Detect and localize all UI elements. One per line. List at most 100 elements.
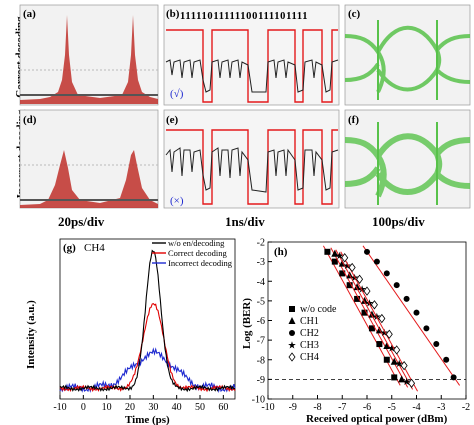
chart-h-point-0-0	[324, 248, 331, 255]
chart-h-point-1-7	[383, 342, 391, 350]
column-label-1: 20ps/div	[58, 214, 105, 229]
chart-g-xtick-7: 60	[218, 402, 228, 413]
chart-g-xticks: -10 0 10 20 30 40 50 60	[53, 395, 228, 413]
chart-h-grid: -10 -9 -8 -7 -6 -5 -4 -3 -2 -2 -3 -4 -5 -6 -7 -8 -9 -10	[252, 238, 471, 414]
chart-h-point-4-5	[378, 313, 386, 324]
chart-h-plot: ★★★★★★★★★★	[322, 245, 461, 392]
chart-h-point-0-4	[354, 295, 361, 302]
chart-h-point-3-1: ★	[343, 261, 352, 272]
chart-h-ytick-4: -6	[257, 316, 265, 327]
chart-h-ytick-8: -10	[252, 395, 265, 406]
chart-h-point-0-7	[376, 341, 383, 348]
chart-h: -10 -9 -8 -7 -6 -5 -4 -3 -2 -2 -3 -4 -5 -6 -7 -8 -9 -10 ★…	[241, 238, 471, 425]
chart-h-point-2-0	[364, 248, 370, 255]
chart-h-point-2-3	[393, 282, 400, 289]
chart-g-legend-label-0: w/o en/decoding	[168, 238, 225, 248]
chart-h-point-2-4	[403, 295, 410, 302]
chart-h-point-3-2: ★	[350, 273, 359, 284]
panel-f	[344, 109, 471, 209]
chart-g-xlabel: Time (ps)	[125, 414, 170, 425]
chart-h-point-2-8	[443, 356, 450, 363]
check-mark: (√)	[170, 88, 184, 100]
chart-h-point-1-0	[331, 249, 339, 257]
chart-g-legend-label-1: Correct decoding	[168, 248, 228, 258]
chart-h-point-4-9	[408, 378, 416, 388]
chart-h-legend-marker-3: ★	[288, 341, 297, 352]
chart-h-xtick-7: -3	[437, 402, 445, 413]
chart-g-xtick-0: -10	[53, 402, 66, 413]
chart-h-point-0-3	[346, 282, 353, 289]
panel-label-b: (b)	[166, 8, 180, 20]
chart-h-legend-marker-1	[288, 317, 296, 324]
chart-h-xtick-6: -4	[412, 402, 420, 413]
chart-h-point-2-5	[413, 309, 420, 316]
chart-h-point-0-6	[368, 325, 375, 332]
chart-h-ylabel: Log (BER)	[241, 298, 253, 349]
chart-h-point-4-7	[393, 345, 401, 355]
cross-mark: (×)	[170, 195, 184, 207]
chart-h-point-4-8	[400, 360, 408, 371]
chart-h-legend-marker-2	[289, 330, 295, 336]
waveform-e	[165, 147, 339, 193]
chart-h-point-4-6	[385, 329, 393, 339]
chart-h-point-3-7: ★	[387, 343, 396, 354]
red-trace-b	[166, 29, 338, 103]
panel-a	[19, 4, 159, 106]
chart-h-xtick-5: -5	[388, 402, 396, 413]
chart-g-plot	[59, 249, 236, 394]
chart-h-xtick-4: -6	[363, 402, 371, 413]
chart-h-xlabel: Received optical power (dBm)	[306, 413, 448, 425]
chart-g-xtick-5: 40	[172, 402, 182, 413]
panel-d	[19, 109, 159, 209]
chart-h-ytick-3: -5	[257, 296, 265, 307]
panel-label-a: (a)	[23, 8, 36, 20]
waveform-b	[165, 59, 339, 93]
chart-h-point-0-9	[391, 374, 398, 381]
chart-h-point-2-2	[383, 270, 390, 277]
chart-h-point-4-0	[341, 253, 349, 263]
chart-h-point-1-5	[368, 310, 376, 318]
chart-h-legend-label-1: CH1	[300, 316, 319, 327]
chart-h-point-1-4	[361, 296, 369, 304]
chart-h-point-2-7	[433, 341, 440, 348]
chart-h-point-0-5	[361, 309, 368, 316]
chart-g-annotation: CH4	[84, 242, 105, 254]
chart-h-xtick-3: -7	[338, 402, 346, 413]
chart-h-xtick-2: -8	[313, 402, 321, 413]
chart-g: -10 0 10 20 30 40 50 60 (g) CH4 Time (ps) Inten…	[25, 238, 236, 425]
chart-g-xtick-6: 50	[195, 402, 205, 413]
chart-h-point-3-6: ★	[380, 328, 389, 339]
chart-g-xtick-4: 30	[148, 402, 158, 413]
column-label-3: 100ps/div	[372, 214, 425, 229]
chart-h-point-3-8: ★	[395, 359, 404, 370]
chart-h-ytick-0: -2	[257, 238, 265, 249]
chart-h-point-0-8	[383, 356, 390, 363]
chart-h-legend-marker-0	[289, 306, 295, 312]
chart-h-legend-label-0: w/o code	[300, 304, 337, 315]
chart-g-xtick-2: 10	[102, 402, 112, 413]
chart-h-point-3-9: ★	[402, 377, 411, 388]
chart-h-legend-label-4: CH4	[300, 352, 319, 363]
chart-h-legend-marker-4	[288, 352, 296, 362]
panel-e: (×)	[163, 109, 340, 209]
column-label-2: 1ns/div	[225, 214, 265, 229]
chart-h-fit-3	[335, 249, 414, 390]
chart-h-xtick-0: -10	[261, 402, 274, 413]
chart-h-point-1-8	[390, 357, 398, 365]
chart-h-panel-label: (h)	[274, 246, 288, 258]
panel-c	[344, 4, 471, 106]
red-trace-e	[166, 129, 338, 205]
chart-h-point-0-1	[331, 258, 338, 265]
chart-h-point-2-6	[423, 325, 430, 332]
panel-label-f: (f)	[348, 114, 359, 126]
chart-h-fit-2	[362, 245, 461, 386]
chart-h-point-4-4	[370, 300, 378, 310]
chart-h-ytick-1: -3	[257, 257, 265, 268]
panel-label-d: (d)	[23, 114, 37, 126]
chart-h-point-2-1	[373, 258, 380, 265]
chart-h-ytick-2: -4	[257, 277, 265, 288]
chart-g-xtick-3: 20	[125, 402, 135, 413]
chart-h-ytick-6: -8	[257, 355, 265, 366]
